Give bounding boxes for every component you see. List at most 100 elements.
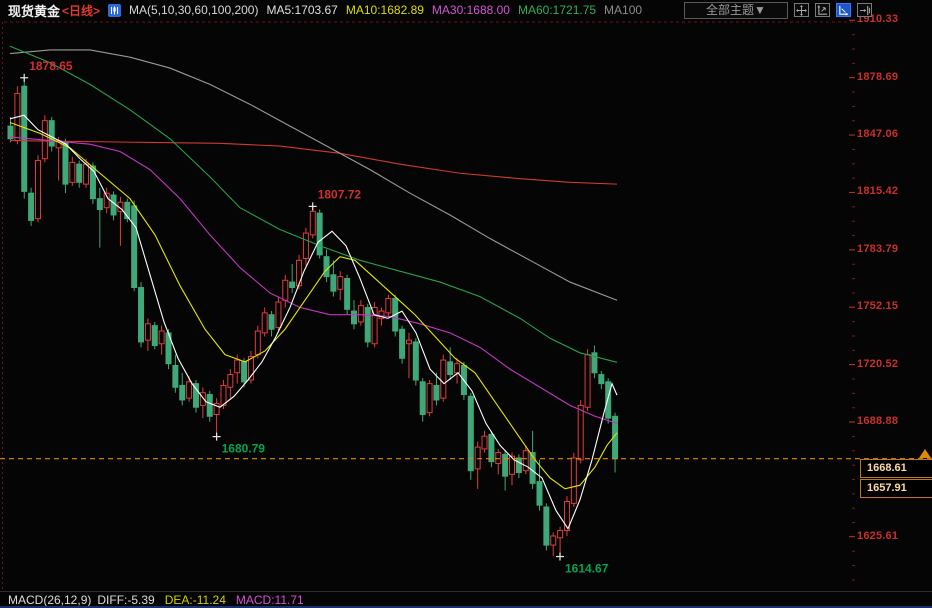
- candle: [275, 296, 282, 332]
- candle: [268, 311, 275, 337]
- candle: [412, 338, 419, 386]
- candle: [488, 430, 495, 468]
- candle: [529, 430, 536, 489]
- price-up-arrow-icon: [919, 449, 931, 458]
- macd-zero-line: [0, 606, 932, 608]
- candle: [138, 282, 145, 348]
- candle: [337, 271, 344, 301]
- macd-macd-value: MACD:11.71: [235, 593, 304, 607]
- candle: [69, 156, 76, 186]
- ma-line-MA10: [9, 121, 618, 490]
- candle: [302, 227, 309, 266]
- candle: [543, 503, 550, 551]
- candle: [426, 380, 433, 417]
- axis-tick-label: 1815.42: [857, 185, 899, 198]
- candle: [440, 354, 447, 402]
- candle: [192, 380, 199, 413]
- y-axis-zoom-icon[interactable]: [815, 3, 830, 17]
- candle: [227, 369, 234, 399]
- ma-line-MA60: [9, 45, 618, 363]
- axis-tick-label: 1878.69: [857, 70, 899, 83]
- axis-tick-label: 1752.15: [857, 300, 899, 313]
- candle: [76, 160, 83, 188]
- candle: [261, 307, 268, 337]
- swing-marker: 1680.79: [212, 432, 266, 456]
- candle: [213, 398, 220, 437]
- ma-params-label: MA(5,10,30,60,100,200): [129, 3, 259, 17]
- candle: [474, 441, 481, 489]
- ma-line-MA5: [9, 114, 618, 530]
- swing-marker: 1807.72: [308, 187, 361, 211]
- candle: [570, 452, 577, 507]
- candle: [522, 445, 529, 475]
- candle: [186, 376, 193, 402]
- candles-layer: [7, 77, 619, 557]
- swing-price-label: 1614.67: [565, 562, 609, 576]
- period-label: <日线>: [62, 3, 101, 18]
- candle: [96, 187, 103, 248]
- shift-chart-icon[interactable]: [857, 3, 872, 17]
- candle: [385, 294, 392, 317]
- toolbar-right-controls: 全部主题▼: [684, 1, 872, 19]
- macd-params-label: MACD(26,12,9): [8, 593, 92, 607]
- candle: [467, 392, 474, 480]
- candle: [124, 198, 131, 223]
- candle: [103, 187, 110, 214]
- pan-icon[interactable]: [794, 3, 809, 17]
- candle: [172, 354, 179, 393]
- candle: [316, 209, 323, 259]
- ma-line-MA30: [9, 136, 618, 425]
- axis-tick-label: 1625.61: [857, 529, 899, 542]
- candle: [206, 390, 213, 422]
- candle: [28, 187, 35, 226]
- panel-divider: [0, 591, 932, 592]
- candle: [89, 162, 96, 205]
- candle: [536, 459, 543, 511]
- ma60-value: MA60:1721.75: [517, 3, 597, 17]
- candle: [344, 274, 351, 315]
- secondary-price-tag: 1657.91: [860, 479, 932, 498]
- candle: [371, 302, 378, 348]
- candle: [399, 325, 406, 364]
- candle: [550, 532, 557, 556]
- price-axis: [849, 19, 855, 581]
- macd-diff-value: DIFF:-5.39: [97, 593, 155, 607]
- candle: [419, 378, 426, 422]
- chart-plot-area[interactable]: [0, 20, 853, 592]
- instrument-title: 现货黄金: [8, 3, 61, 19]
- candle: [515, 454, 522, 478]
- candle: [598, 370, 605, 390]
- swing-price-label: 1680.79: [222, 442, 266, 456]
- swing-marker: 1614.67: [556, 552, 609, 576]
- ma30-value: MA30:1688.00: [431, 3, 510, 17]
- candle: [48, 117, 55, 152]
- candle: [364, 303, 371, 348]
- candle: [481, 430, 488, 453]
- candle: [502, 450, 509, 491]
- candle: [454, 358, 461, 384]
- candle: [158, 325, 165, 355]
- ma10-value: MA10:1682.89: [345, 3, 424, 17]
- y-axis-zoom-active-icon[interactable]: [836, 3, 851, 17]
- current-price-tag: 1668.61: [860, 459, 932, 478]
- swing-price-label: 1878.65: [29, 59, 73, 73]
- toolbar: 现货黄金 <日线> MA(5,10,30,60,100,200) MA5:170…: [0, 0, 932, 20]
- ma5-value: MA5:1703.67: [266, 3, 338, 17]
- candle: [34, 155, 41, 223]
- candle: [330, 260, 337, 297]
- candle: [131, 200, 138, 292]
- ma100-value: MA100: [604, 3, 643, 17]
- theme-dropdown[interactable]: 全部主题▼: [684, 1, 788, 19]
- candle: [144, 318, 151, 351]
- candle: [199, 387, 206, 419]
- candle: [247, 350, 254, 384]
- candle: [309, 206, 316, 239]
- candle: [557, 526, 564, 557]
- axis-tick-label: 1847.06: [857, 128, 899, 141]
- candle: [289, 263, 296, 293]
- ma-lines-layer: [9, 45, 618, 530]
- candlestick-chart-icon[interactable]: [108, 3, 122, 17]
- axis-tick-label: 1688.88: [857, 414, 899, 427]
